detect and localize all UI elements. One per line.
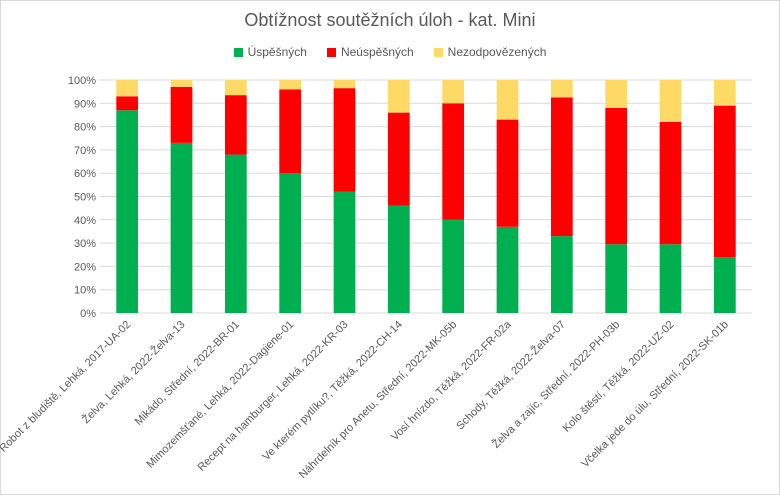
bar-1-3 (279, 89, 302, 174)
y-tick-label-0: 0% (80, 308, 96, 320)
y-tick-label-10: 100% (68, 75, 96, 87)
legend-label-1: Neúspěšných (340, 45, 414, 59)
bar-2-6 (442, 80, 465, 104)
bar-1-6 (442, 103, 465, 220)
y-tick-label-2: 20% (74, 261, 96, 273)
bar-0-3 (279, 173, 302, 313)
legend-item-1: Neúspěšných (326, 45, 414, 59)
legend-label-0: Úspěšných (247, 45, 307, 59)
legend-item-2: Nezodpovězených (433, 45, 547, 59)
bar-1-5 (387, 112, 410, 206)
y-tick-label-7: 70% (74, 145, 96, 157)
bar-2-8 (550, 80, 573, 98)
bar-2-3 (279, 80, 302, 90)
bar-1-7 (496, 119, 519, 227)
legend-label-2: Nezodpovězených (447, 45, 547, 59)
y-tick-label-4: 40% (74, 215, 96, 227)
bar-0-2 (224, 154, 247, 313)
bar-2-11 (713, 80, 736, 106)
x-tick-label-1: Želva, Lehká, 2022-Želva-13 (79, 318, 187, 426)
y-tick-label-1: 10% (74, 285, 96, 297)
y-tick-label-8: 80% (74, 122, 96, 134)
chart-legend: Úspěšných Neúspěšných Nezodpovězených (0, 45, 780, 59)
bar-2-4 (333, 80, 356, 89)
bar-1-11 (713, 105, 736, 258)
y-tick-label-5: 50% (74, 192, 96, 204)
bar-1-4 (333, 88, 356, 192)
y-tick-label-3: 30% (74, 238, 96, 250)
bar-0-6 (442, 219, 465, 313)
bar-0-4 (333, 191, 356, 313)
y-tick-label-6: 60% (74, 168, 96, 180)
bar-0-10 (659, 244, 682, 313)
bar-1-8 (550, 97, 573, 237)
bar-0-0 (116, 110, 139, 313)
bar-1-0 (116, 96, 139, 111)
x-tick-label-2: Mikádo, Střední, 2022-BR-01 (133, 319, 242, 428)
bar-0-11 (713, 257, 736, 313)
chart-title: Obtížnost soutěžních úloh - kat. Mini (244, 10, 536, 30)
bar-1-2 (224, 95, 247, 155)
bar-2-7 (496, 80, 519, 120)
bar-2-0 (116, 80, 139, 97)
legend-swatch-0 (233, 47, 243, 57)
legend-item-0: Úspěšných (233, 45, 307, 59)
legend-swatch-1 (326, 47, 336, 57)
legend-swatch-2 (433, 47, 443, 57)
bar-0-8 (550, 236, 573, 313)
bar-1-10 (659, 121, 682, 245)
bar-0-9 (605, 244, 628, 313)
bar-2-5 (387, 80, 410, 113)
bar-0-7 (496, 226, 519, 313)
bar-2-10 (659, 80, 682, 122)
bar-0-1 (170, 142, 193, 313)
bar-2-9 (605, 80, 628, 108)
x-tick-label-7: Vosí hnízdo, Těžká, 2022-FR-02a (389, 318, 514, 443)
bar-0-5 (387, 205, 410, 313)
bar-2-2 (224, 80, 247, 96)
y-tick-label-9: 90% (74, 98, 96, 110)
bar-1-1 (170, 86, 193, 143)
x-tick-label-8: Schody, Těžká, 2022-Želva-07 (454, 318, 568, 432)
bar-2-1 (170, 80, 193, 87)
x-tick-label-10: Kolo štěstí, Těžká, 2022-UZ-02 (561, 319, 677, 435)
bar-1-9 (605, 107, 628, 245)
